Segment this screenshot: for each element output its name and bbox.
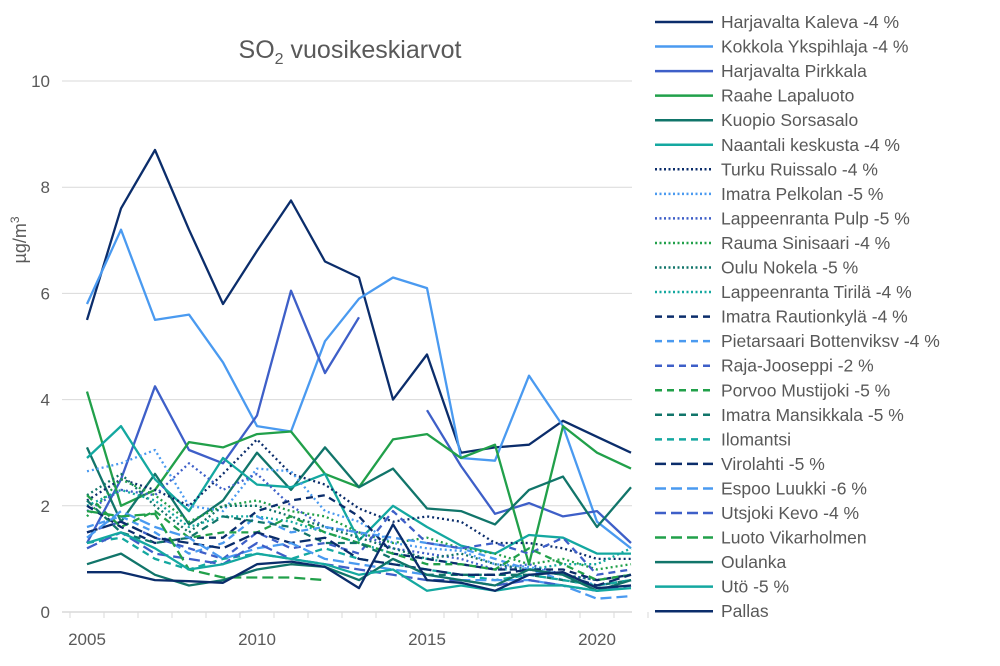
- legend-label: Oulanka: [721, 552, 786, 572]
- series-line: [86, 531, 632, 592]
- y-tick-label: 8: [41, 178, 50, 197]
- legend-label: Utö -5 %: [721, 577, 789, 597]
- y-axis-label: µg/m3: [8, 216, 30, 263]
- x-tick-label: 2010: [238, 630, 276, 649]
- y-tick-label: 2: [41, 497, 50, 516]
- series-line: [87, 523, 632, 592]
- legend-label: Espoo Luukki -6 %: [721, 478, 867, 498]
- series-line: [86, 509, 632, 600]
- series-line: [85, 289, 632, 544]
- legend-label: Porvoo Mustijoki -5 %: [721, 380, 890, 400]
- legend-label: Rauma Sinisaari -4 %: [721, 233, 890, 253]
- legend-label: Lappeenranta Pulp -5 %: [721, 208, 910, 228]
- legend-label: Oulu Nokela -5 %: [721, 258, 858, 278]
- y-tick-label: 4: [41, 391, 50, 410]
- legend-label: Lappeenranta Tirilä -4 %: [721, 282, 912, 302]
- y-tick-label: 10: [31, 72, 50, 91]
- x-tick-label: 2020: [578, 630, 616, 649]
- series-line: [86, 509, 326, 582]
- series-line: [85, 148, 632, 454]
- series-line: [86, 424, 631, 555]
- series-line: [86, 509, 632, 576]
- legend-label: Turku Ruissalo -4 %: [721, 159, 878, 179]
- series-line: [86, 438, 631, 561]
- legend-label: Pallas: [721, 601, 769, 621]
- legend-label: Ilomantsi: [721, 429, 791, 449]
- x-tick-label: 2005: [68, 630, 106, 649]
- legend-label: Kuopio Sorsasalo: [721, 110, 858, 130]
- series-line: [86, 478, 632, 571]
- legend-label: Pietarsaari Bottenviksv -4 %: [721, 331, 940, 351]
- x-tick-label: 2015: [408, 630, 446, 649]
- legend-label: Raja-Jooseppi -2 %: [721, 356, 874, 376]
- legend-label: Kokkola Ykspihlaja -4 %: [721, 37, 908, 57]
- legend-label: Naantali keskusta -4 %: [721, 135, 900, 155]
- legend-label: Harjavalta Kaleva -4 %: [721, 12, 899, 32]
- chart-title: SO2 vuosikeskiarvot: [239, 36, 462, 68]
- legend-label: Raahe Lapaluoto: [721, 86, 854, 106]
- y-tick-label: 0: [41, 603, 50, 622]
- series-line: [86, 494, 632, 582]
- series-line: [86, 494, 632, 582]
- series-line: [85, 228, 632, 550]
- legend-label: Imatra Mansikkala -5 %: [721, 405, 904, 425]
- series-line: [85, 446, 632, 529]
- legend-label: Imatra Rautionkylä -4 %: [721, 307, 908, 327]
- legend-label: Utsjoki Kevo -4 %: [721, 503, 859, 523]
- y-tick-label: 6: [41, 284, 50, 303]
- legend-label: Imatra Pelkolan -5 %: [721, 184, 883, 204]
- series-line: [86, 536, 632, 587]
- legend-label: Virolahti -5 %: [721, 454, 825, 474]
- series-line: [86, 531, 632, 592]
- legend-label: Harjavalta Pirkkala: [721, 61, 867, 81]
- legend-label: Luoto Vikarholmen: [721, 528, 867, 548]
